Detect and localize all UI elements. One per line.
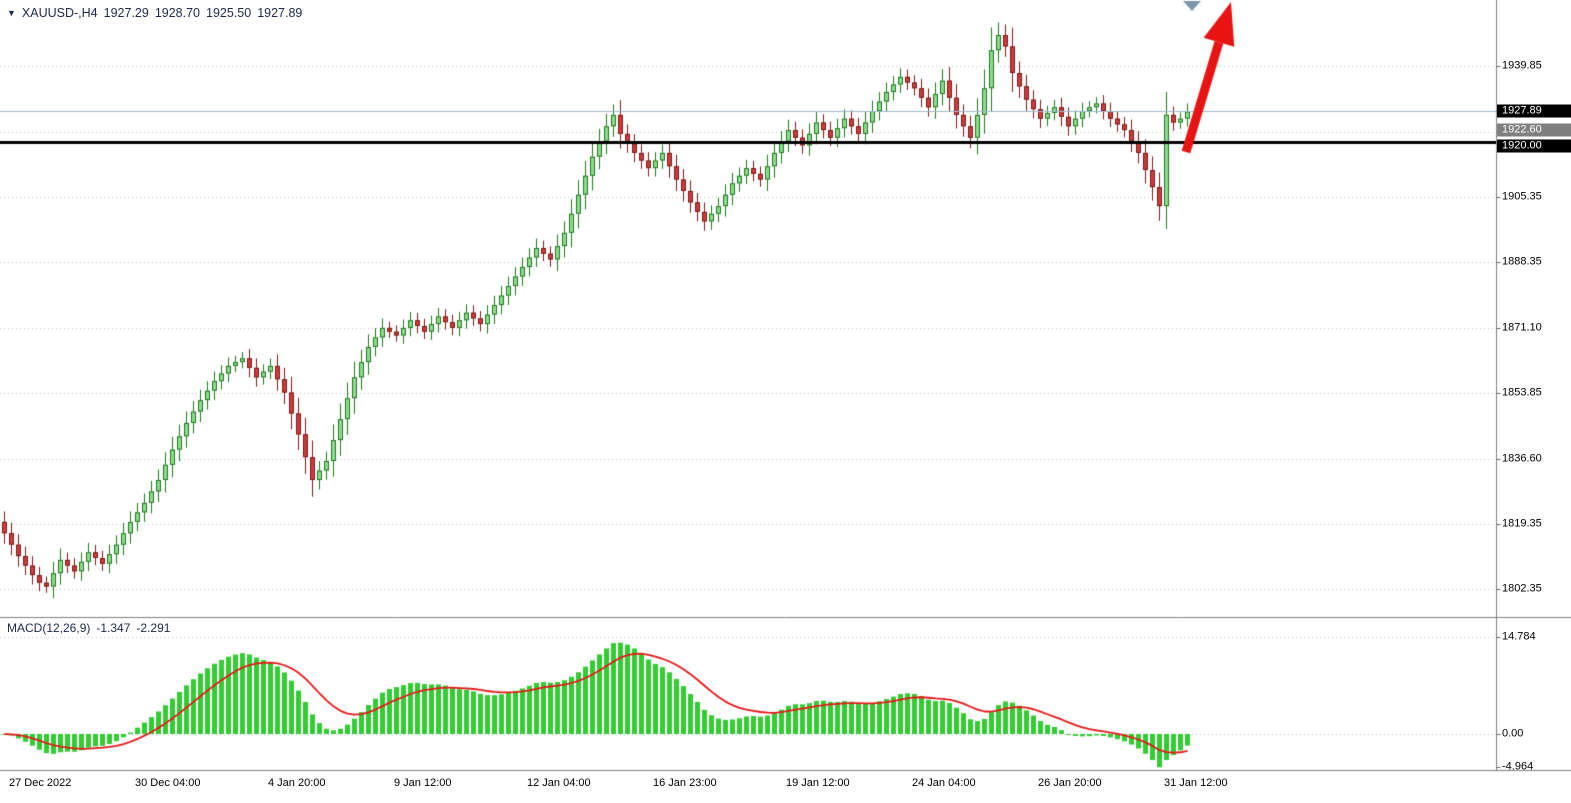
macd-main-value: -1.347 [96,621,131,635]
ohlc-high-value: 1928.70 [154,6,201,20]
price-axis-label: 1819.35 [1502,517,1542,530]
macd-indicator-label: MACD(12,26,9) [7,621,91,635]
ohlc-low-value: 1925.50 [206,6,252,20]
time-axis-label: 12 Jan 04:00 [527,777,591,789]
macd-axis-label: 0.00 [1502,727,1524,740]
macd-axis-label: 14.784 [1502,630,1536,643]
chart-header: ▼ XAUUSD-,H4 1927.29 1928.70 1925.50 192… [7,6,302,20]
time-axis-label: 27 Dec 2022 [9,777,72,789]
price-axis-label: 1905.35 [1502,190,1542,203]
price-axis-label: 1836.60 [1502,452,1542,465]
price-axis-label: 1927.89 [1497,104,1571,118]
macd-axis-label: -4.964 [1502,760,1534,773]
time-axis-label: 9 Jan 12:00 [394,777,452,789]
price-axis-label: 1871.10 [1502,321,1542,333]
time-axis-label: 24 Jan 04:00 [912,777,976,789]
macd-indicator-header: MACD(12,26,9) -1.347 -2.291 [7,621,170,635]
price-axis-label: 1939.85 [1502,59,1542,72]
price-axis-label: 1922.60 [1497,123,1571,137]
price-axis-label: 1920.00 [1497,139,1571,152]
price-axis-label: 1888.35 [1502,255,1542,268]
time-axis-label: 19 Jan 12:00 [786,777,850,789]
time-axis-label: 31 Jan 12:00 [1164,777,1228,789]
price-axis-label: 1853.85 [1502,386,1542,399]
time-axis-label: 4 Jan 20:00 [268,777,326,789]
symbol-timeframe-label: XAUUSD-,H4 [21,6,98,20]
time-axis-label: 16 Jan 23:00 [653,777,717,789]
price-axis-label: 1802.35 [1502,582,1542,595]
ohlc-open-value: 1927.29 [103,6,149,20]
time-axis-label: 30 Dec 04:00 [135,777,201,789]
time-axis-label: 26 Jan 20:00 [1038,777,1102,789]
ohlc-close-value: 1927.89 [257,6,303,20]
symbol-dropdown-icon[interactable]: ▼ [7,8,16,18]
macd-signal-value: -2.291 [136,621,171,635]
